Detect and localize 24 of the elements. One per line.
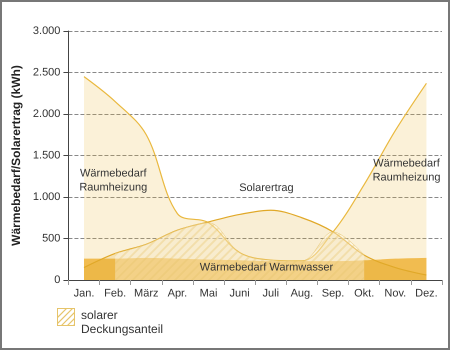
y-tick-label: 500 xyxy=(42,232,60,244)
y-tick-label: 2.000 xyxy=(32,108,60,120)
y-tick-label: 3.000 xyxy=(32,25,60,37)
x-tick-label: Juni xyxy=(230,288,250,300)
x-tick-label: Dez. xyxy=(415,288,438,300)
annotation: Solarertrag xyxy=(239,182,294,194)
x-tick-label: Sep. xyxy=(322,288,344,300)
x-tick-label: Aug. xyxy=(290,288,314,300)
annotation: Wärmebedarf Warmwasser xyxy=(200,262,334,274)
y-axis-title: Wärmebedarf/Solarertrag (kWh) xyxy=(9,65,23,246)
x-tick-label: Apr. xyxy=(168,288,188,300)
y-tick-label: 1.000 xyxy=(32,191,60,203)
x-tick-label: Feb. xyxy=(104,288,126,300)
x-tick-label: März xyxy=(134,288,158,300)
annotation: Wärmebedarf Raumheizung xyxy=(79,167,148,194)
x-tick-label: Jan. xyxy=(74,288,94,300)
x-tick-label: Nov. xyxy=(384,288,406,300)
x-tick-label: Okt. xyxy=(354,288,374,300)
y-tick-label: 0 xyxy=(54,274,60,286)
x-tick-label: Juli xyxy=(262,288,280,300)
x-tick-label: Mai xyxy=(200,288,218,300)
y-tick-label: 2.500 xyxy=(32,66,60,78)
y-tick-label: 1.500 xyxy=(32,150,60,162)
legend-label: solarer Deckungsanteil xyxy=(81,308,164,336)
